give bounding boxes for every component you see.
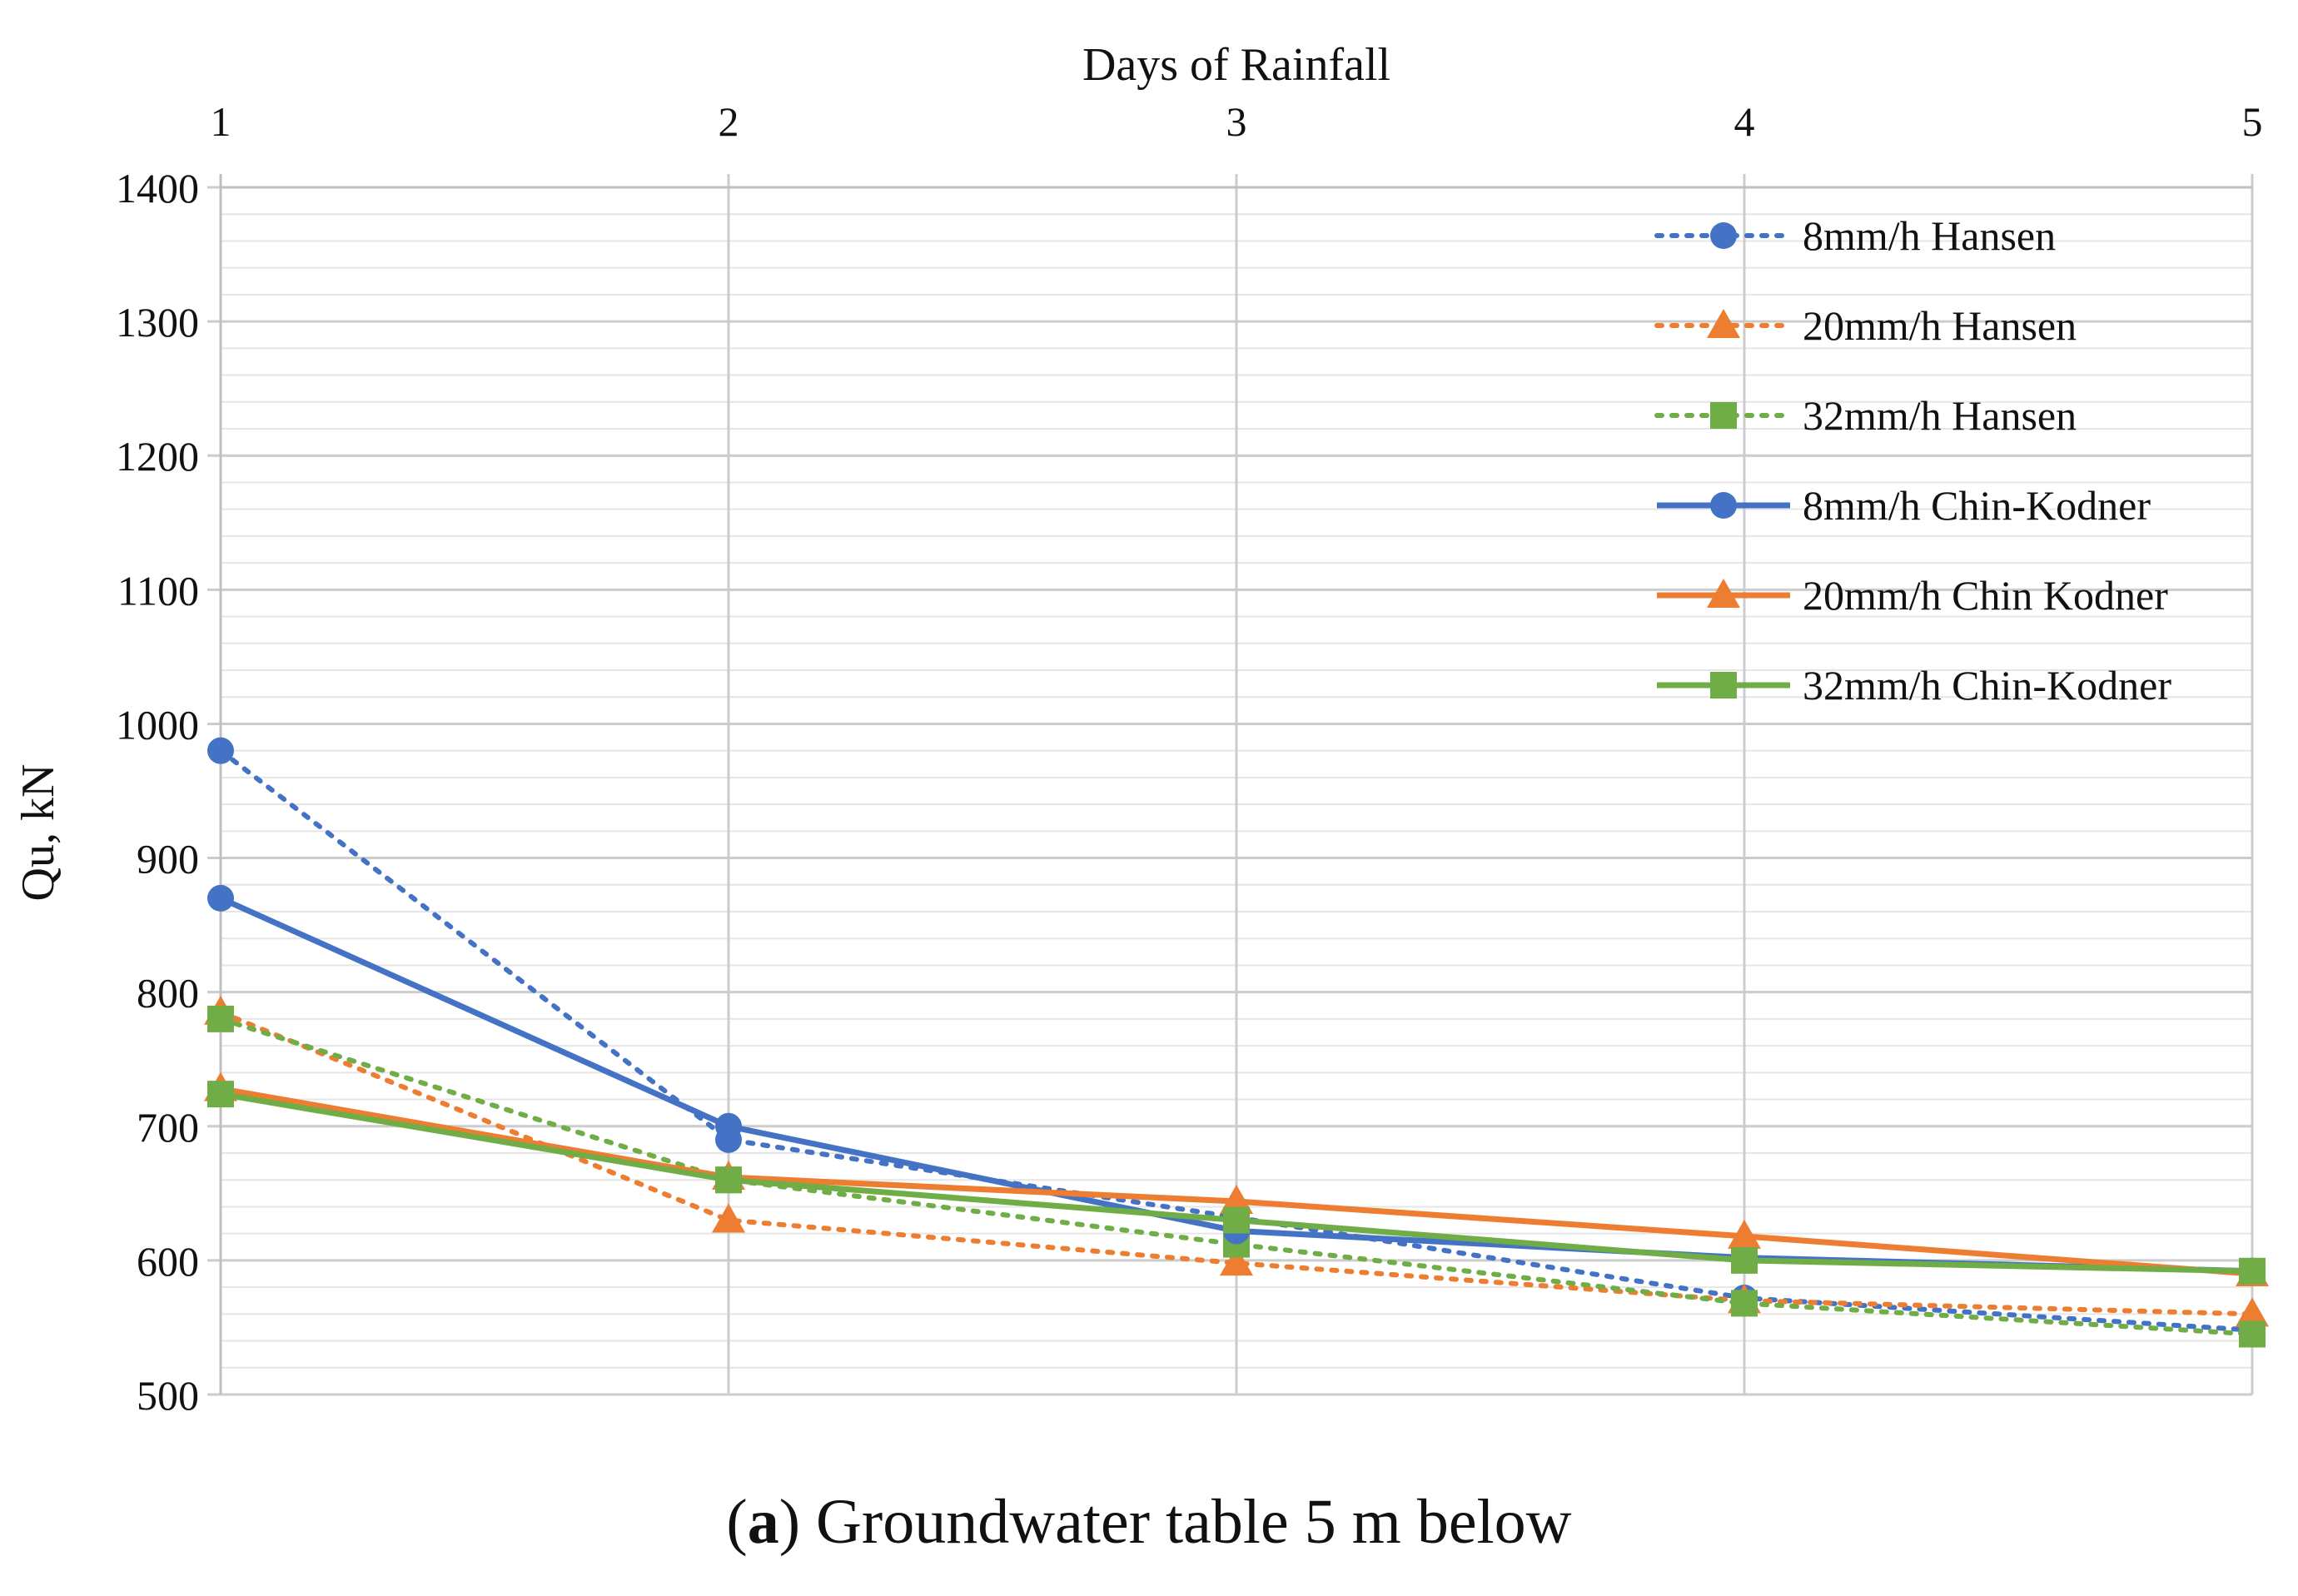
y-tick-label: 800	[137, 970, 199, 1017]
data-point	[207, 737, 234, 764]
data-point	[712, 1203, 745, 1233]
axes: 500 600 700 800 900 1000 1100 1200 1300 1400 1 2 3 4 5	[116, 98, 2263, 1419]
legend-item: 20mm/h Chin Kodner	[1657, 572, 2168, 619]
data-point	[715, 1166, 742, 1194]
x-tick-label: 5	[2242, 98, 2263, 145]
legend-item: 20mm/h Hansen	[1654, 302, 2077, 349]
caption-label: a	[747, 1487, 779, 1557]
legend-marker	[1707, 309, 1740, 338]
legend-marker	[1710, 222, 1737, 249]
legend-label: 32mm/h Hansen	[1803, 392, 2077, 439]
legend-marker	[1710, 402, 1737, 429]
data-point	[207, 1005, 234, 1032]
figure-caption: (a) Groundwater table 5 m below	[726, 1487, 1572, 1557]
legend-label: 20mm/h Chin Kodner	[1803, 572, 2168, 619]
y-tick-label: 1300	[116, 299, 199, 346]
legend-label: 32mm/h Chin-Kodner	[1803, 662, 2171, 709]
data-point	[1728, 1219, 1761, 1249]
x-tick-label: 4	[1734, 98, 1755, 145]
y-tick-label: 600	[137, 1238, 199, 1285]
legend-item: 32mm/h Chin-Kodner	[1657, 662, 2171, 709]
legend-marker	[1707, 579, 1740, 608]
data-point	[715, 1112, 742, 1140]
data-point	[2239, 1257, 2266, 1285]
legend-item: 32mm/h Hansen	[1654, 392, 2077, 439]
data-point	[1223, 1206, 1250, 1234]
legend-marker	[1710, 492, 1737, 519]
data-point	[207, 1081, 234, 1108]
x-tick-label: 2	[719, 98, 739, 145]
y-tick-label: 900	[137, 836, 199, 883]
legend-label: 8mm/h Chin-Kodner	[1803, 482, 2151, 529]
y-tick-label: 500	[137, 1372, 199, 1419]
data-point	[1731, 1246, 1758, 1274]
x-axis-title: Days of Rainfall	[1082, 39, 1390, 91]
series-layer	[204, 737, 2269, 1348]
y-tick-label: 700	[137, 1104, 199, 1151]
legend-label: 20mm/h Hansen	[1803, 302, 2077, 349]
y-tick-label: 1200	[116, 433, 199, 480]
legend: 8mm/h Hansen 20mm/h Hansen 32mm/h Hansen 8m…	[1654, 212, 2171, 709]
data-point	[1220, 1246, 1253, 1276]
y-axis-title: Qu, kN	[12, 764, 64, 902]
data-point	[2239, 1320, 2266, 1348]
legend-item: 8mm/h Hansen	[1654, 212, 2056, 259]
x-tick-label: 3	[1226, 98, 1247, 145]
legend-item: 8mm/h Chin-Kodner	[1657, 482, 2151, 529]
y-tick-label: 1400	[116, 165, 199, 211]
x-tick-label: 1	[211, 98, 231, 145]
series-32mm-h-chin-kodner	[207, 1081, 2266, 1285]
data-point	[1731, 1290, 1758, 1317]
y-tick-label: 1100	[117, 567, 199, 614]
y-tick-label: 1000	[116, 701, 199, 748]
legend-label: 8mm/h Hansen	[1803, 212, 2056, 259]
data-point	[207, 884, 234, 912]
series-line	[218, 1016, 2255, 1337]
data-point	[1220, 1185, 1253, 1214]
legend-marker	[1710, 672, 1737, 699]
caption-text: Groundwater table 5 m below	[800, 1487, 1572, 1557]
data-point	[2236, 1297, 2269, 1327]
